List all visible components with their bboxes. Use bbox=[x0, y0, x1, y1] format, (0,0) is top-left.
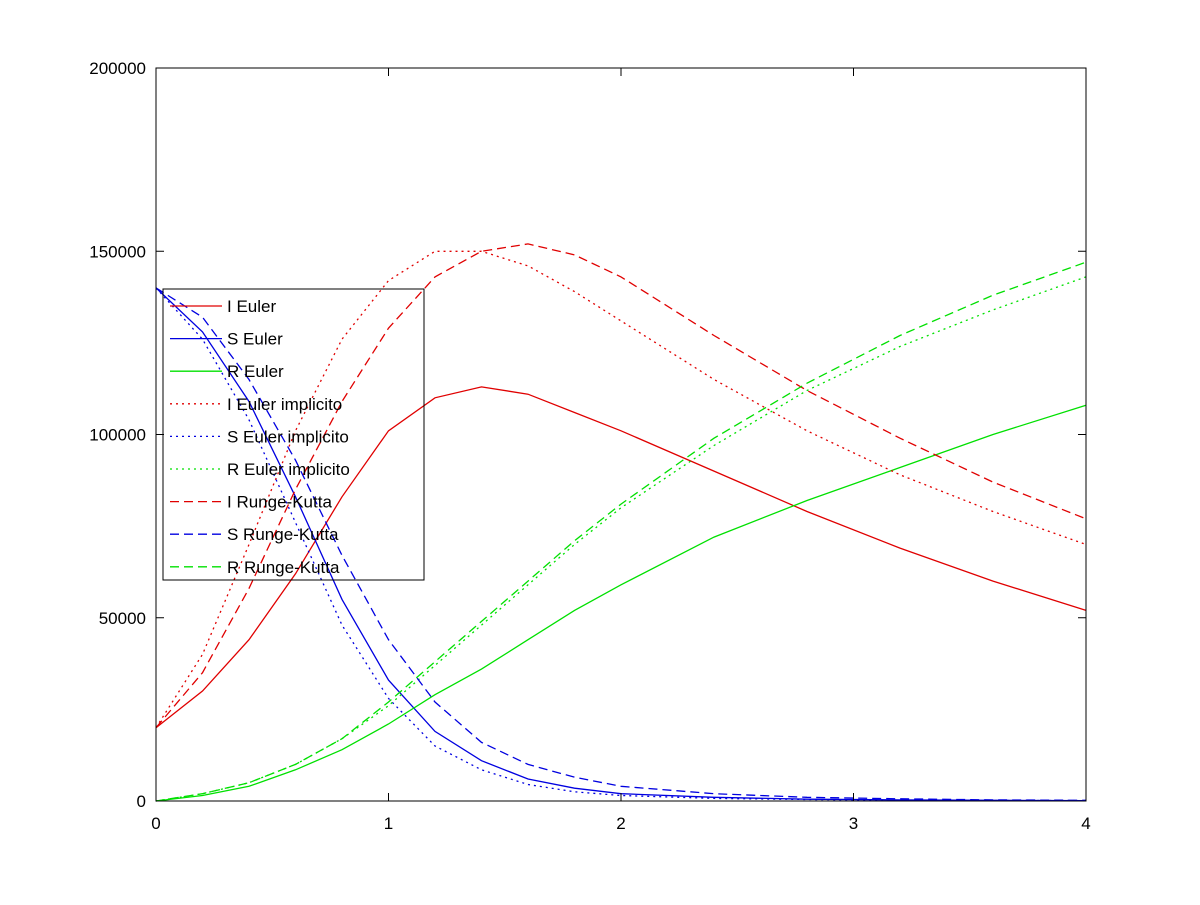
x-tick-label: 3 bbox=[849, 814, 858, 833]
x-tick-label: 0 bbox=[151, 814, 160, 833]
y-tick-label: 100000 bbox=[89, 426, 146, 445]
series-line-6 bbox=[155, 276, 1087, 802]
series-line-1 bbox=[155, 386, 1087, 729]
y-tick-label: 50000 bbox=[99, 609, 146, 628]
y-tick-label: 0 bbox=[137, 792, 146, 811]
legend-label-8: S Runge-Kutta bbox=[227, 525, 339, 544]
series-line-4 bbox=[155, 250, 1087, 729]
series-line-7 bbox=[155, 243, 1087, 729]
series-line-9 bbox=[155, 261, 1087, 802]
series-line-2 bbox=[155, 287, 1087, 802]
legend-label-2: S Euler bbox=[227, 330, 283, 349]
x-tick-label: 4 bbox=[1081, 814, 1090, 833]
legend-label-4: I Euler implicito bbox=[227, 395, 342, 414]
y-tick-label: 150000 bbox=[89, 242, 146, 261]
x-tick-label: 1 bbox=[384, 814, 393, 833]
x-tick-label: 2 bbox=[616, 814, 625, 833]
legend-label-3: R Euler bbox=[227, 362, 284, 381]
series-line-8 bbox=[155, 287, 1087, 801]
series-line-5 bbox=[155, 287, 1087, 802]
legend-box bbox=[162, 288, 425, 581]
legend-label-1: I Euler bbox=[227, 297, 276, 316]
y-tick-label: 200000 bbox=[89, 59, 146, 78]
legend-label-9: R Runge-Kutta bbox=[227, 558, 340, 577]
legend-label-7: I Runge-Kutta bbox=[227, 493, 332, 512]
series-line-3 bbox=[155, 404, 1087, 802]
legend-label-6: R Euler implicito bbox=[227, 460, 350, 479]
legend-label-5: S Euler implicito bbox=[227, 427, 349, 446]
